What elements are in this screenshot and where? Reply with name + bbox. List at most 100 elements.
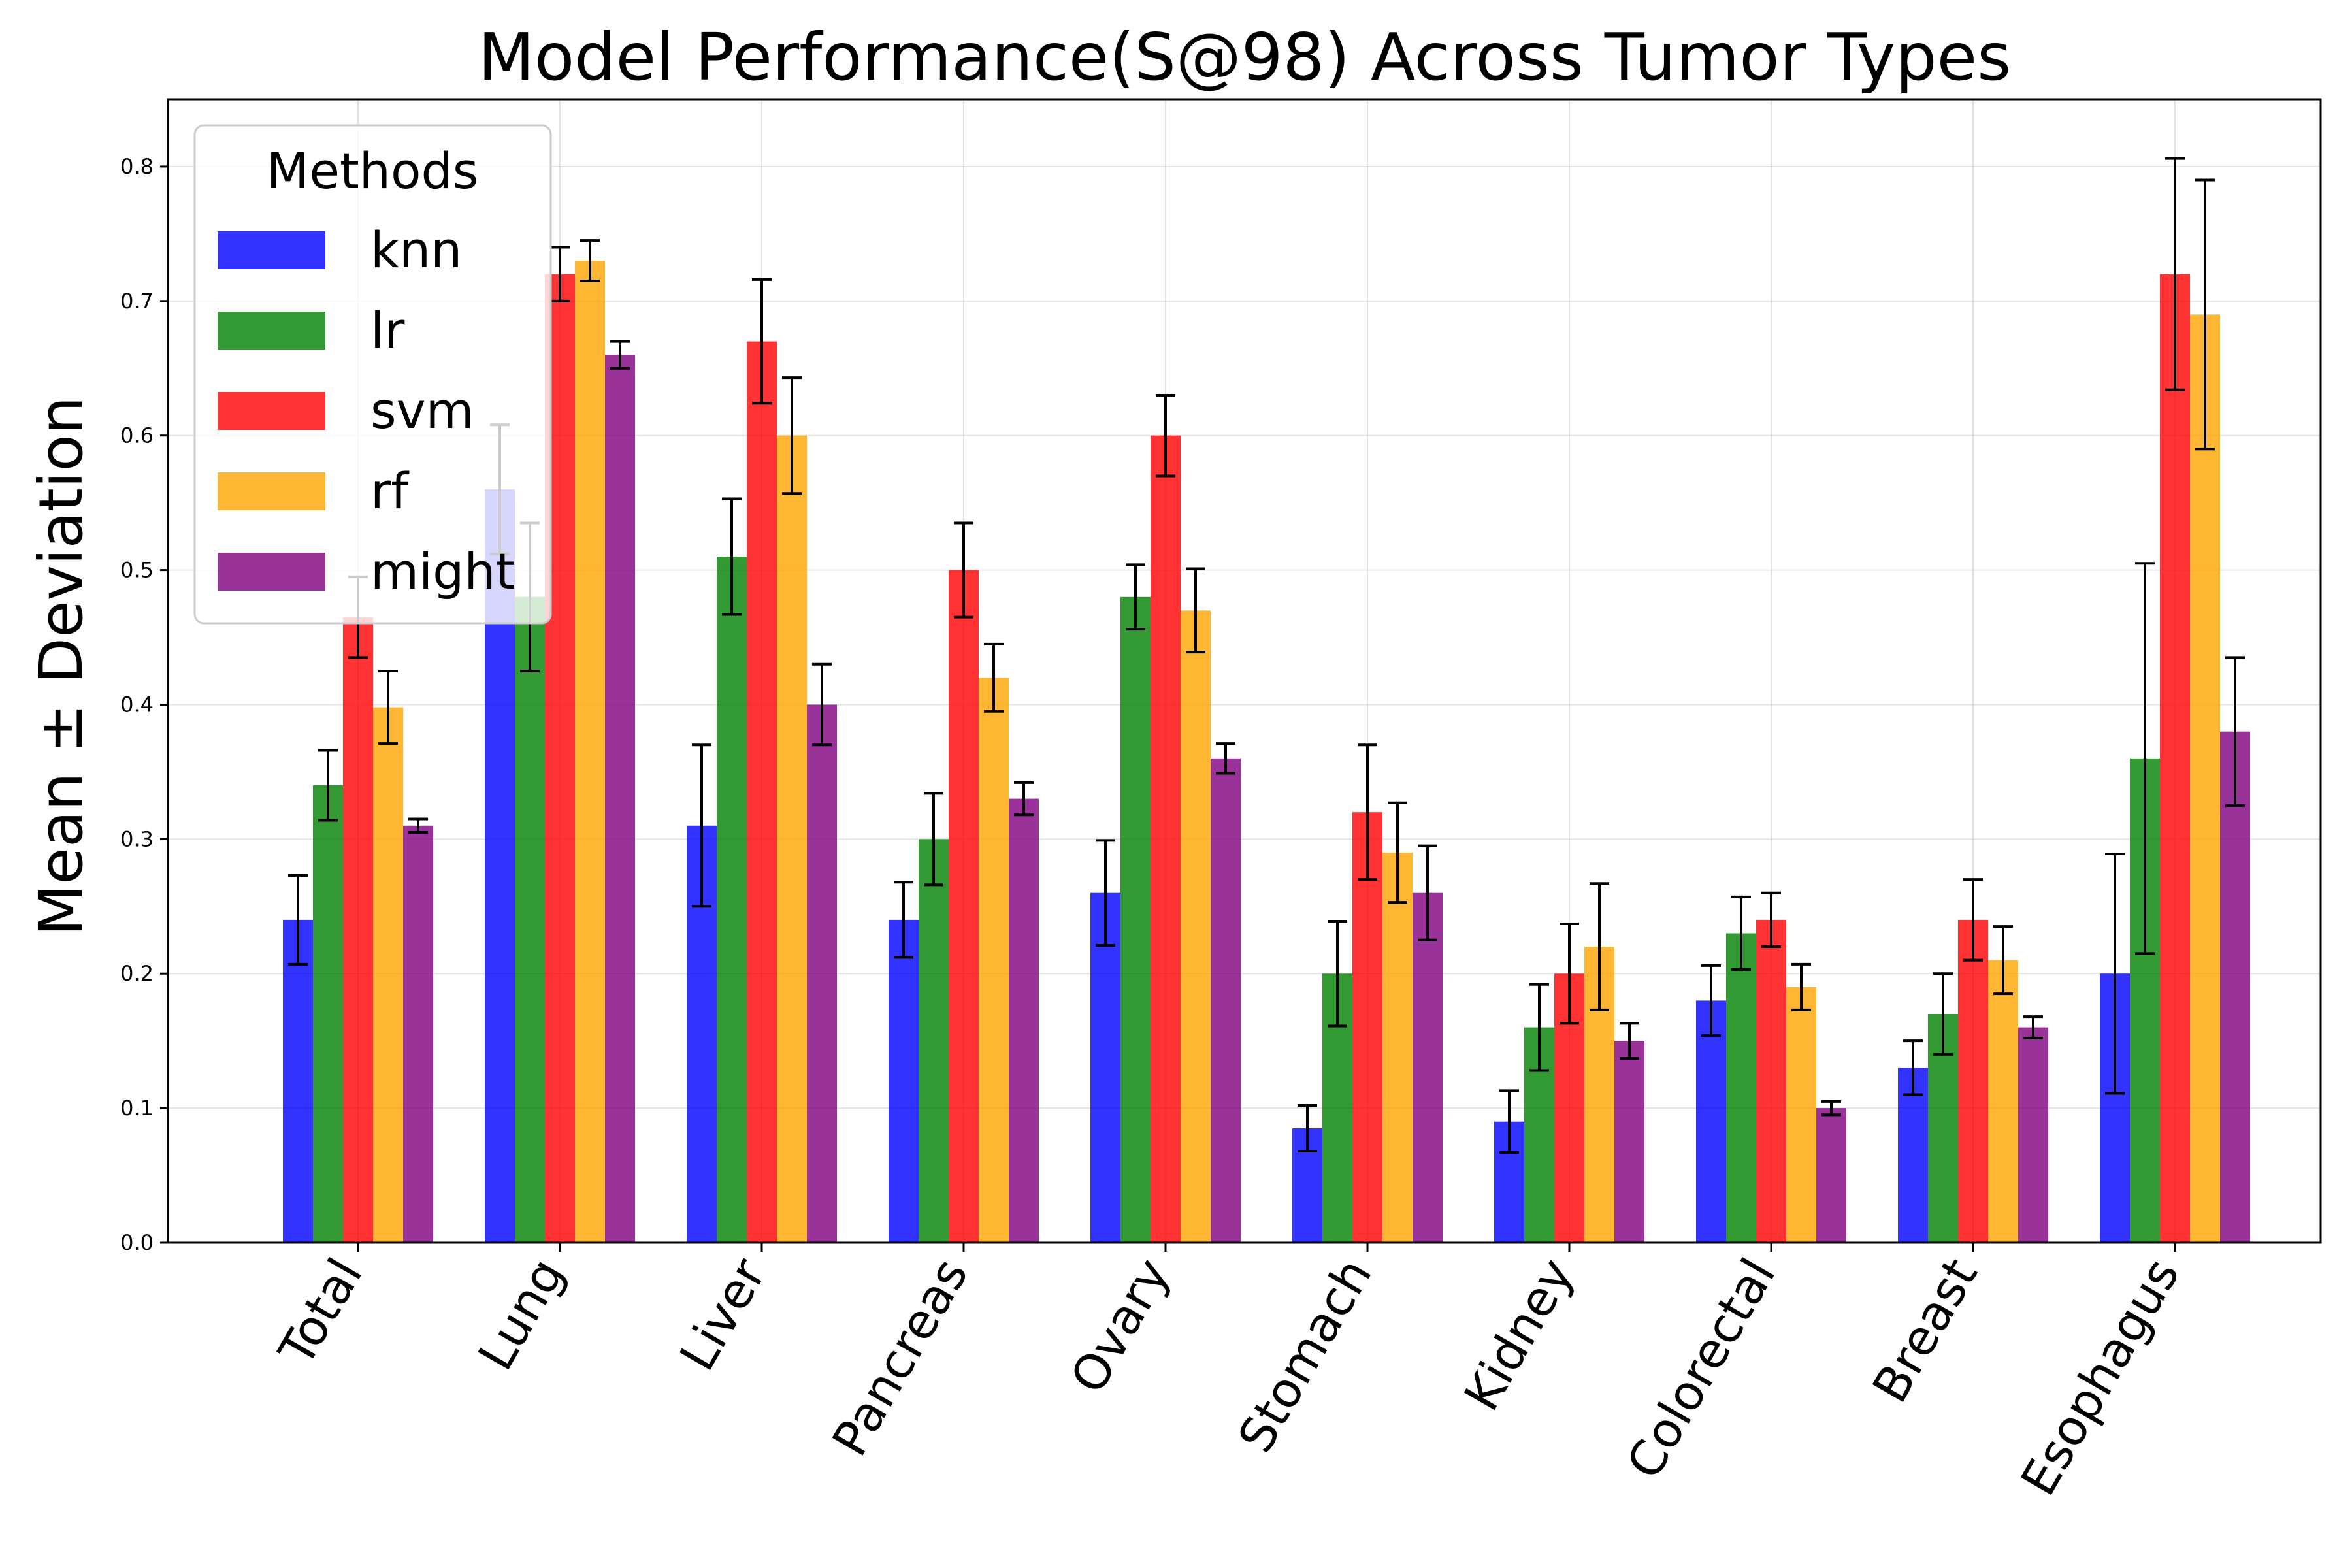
bar-svm-esophagus [2160,274,2190,1243]
legend: Methods knn lr svm rf might [193,124,552,625]
errbar-knn-liver [692,743,711,908]
errbar-rf-ovary [1186,567,1205,654]
legend-items: knn lr svm rf might [218,221,515,600]
bar-might-pancreas [1009,798,1039,1243]
bars [283,261,2250,1243]
bar-knn-ovary [1090,892,1120,1243]
errbar-might-lung [610,340,630,370]
y-axis-label: Mean ± Deviation [26,397,96,936]
bar-lr-pancreas [919,839,949,1243]
errbar-lr-colorectal [1731,895,1751,972]
legend-swatch-might [218,553,325,591]
errbar-svm-esophagus [2165,157,2185,391]
bar-rf-colorectal [1786,987,1816,1243]
errbar-rf-breast [1993,925,2013,996]
bar-rf-total [373,707,403,1243]
y-tick-label: 0.5 [120,558,154,583]
bar-svm-colorectal [1756,919,1786,1243]
chart-title: Model Performance(S@98) Across Tumor Typ… [478,19,2012,95]
x-tick-label: Ovary [1060,1249,1181,1403]
bar-lr-liver [717,557,747,1243]
bar-might-stomach [1413,892,1443,1243]
errbar-lr-total [318,749,338,822]
x-tick-label: Colorectal [1616,1249,1787,1488]
bar-svm-stomach [1352,812,1382,1243]
bar-knn-breast [1898,1068,1928,1243]
bar-rf-stomach [1382,852,1413,1243]
errbar-rf-colorectal [1791,962,1811,1011]
legend-swatch-rf [218,472,325,510]
legend-label-lr: lr [370,301,405,359]
errbar-svm-ovary [1156,393,1175,478]
errbar-rf-kidney [1590,882,1609,1011]
legend-title: Methods [267,142,479,200]
bar-might-liver [807,704,837,1243]
legend-swatch-svm [218,392,325,430]
bar-rf-pancreas [979,678,1009,1243]
bar-svm-ovary [1151,435,1181,1243]
y-tick-label: 0.0 [120,1230,154,1255]
bar-lr-total [313,785,343,1243]
errbar-lr-liver [722,497,742,616]
errbar-knn-breast [1903,1039,1923,1096]
errbar-lr-stomach [1328,919,1347,1028]
errbar-rf-liver [782,376,802,495]
errbar-lr-pancreas [924,792,943,887]
errbar-knn-ovary [1096,839,1115,947]
bar-rf-lung [575,261,605,1243]
errbar-svm-liver [752,278,772,405]
errbar-rf-pancreas [984,642,1004,713]
errbar-svm-colorectal [1761,891,1781,949]
errbar-rf-stomach [1388,801,1407,904]
legend-label-might: might [370,542,515,600]
errbar-svm-pancreas [954,521,973,619]
bar-might-colorectal [1816,1108,1846,1243]
bar-rf-liver [777,435,807,1243]
errbar-might-breast [2023,1015,2043,1040]
x-tick-label: Total [268,1249,373,1376]
errbar-svm-stomach [1358,743,1377,881]
x-tick-label: Liver [669,1249,777,1380]
errbar-svm-lung [550,246,570,302]
bar-lr-lung [515,596,545,1243]
errbar-svm-kidney [1560,923,1579,1025]
y-tick-label: 0.7 [120,289,154,314]
errbar-lr-kidney [1529,983,1549,1072]
bar-lr-ovary [1120,596,1151,1243]
y-tick-label: 0.1 [120,1096,154,1120]
y-tick-label: 0.8 [120,154,154,179]
bar-lr-colorectal [1726,933,1756,1243]
errbar-might-pancreas [1014,781,1034,817]
x-tick-label: Esophagus [2010,1249,2191,1505]
bar-might-total [403,825,433,1243]
x-tick-label: Lung [468,1249,576,1379]
y-tick-label: 0.3 [120,826,154,851]
bar-might-breast [2018,1027,2048,1243]
y-tick-label: 0.6 [120,423,154,448]
plot-area-frame [167,98,2322,1244]
errbar-knn-esophagus [2105,853,2125,1095]
bar-might-esophagus [2220,731,2250,1243]
x-tick-label: Pancreas [822,1249,979,1465]
errbar-might-esophagus [2225,656,2245,807]
y-tick-label: 0.4 [120,692,154,717]
bar-knn-colorectal [1696,1000,1726,1243]
bar-svm-pancreas [949,570,979,1243]
errbar-lr-ovary [1126,563,1145,631]
y-axis-ticks: 0.0 0.1 0.2 0.3 0.4 0.5 0.6 0.7 0.8 [120,154,168,1255]
y-tick-label: 0.2 [120,961,154,986]
x-tick-label: Kidney [1454,1249,1585,1420]
errbar-might-ovary [1216,742,1235,775]
errbar-rf-esophagus [2195,178,2215,451]
errbar-knn-stomach [1298,1104,1317,1152]
x-tick-label: Breast [1862,1249,1988,1412]
x-axis-ticks: Total Lung Liver Pancreas Ovary Stomach Kidney… [268,1243,2191,1505]
errbar-lr-esophagus [2135,562,2155,955]
legend-swatch-knn [218,231,325,269]
errbar-knn-colorectal [1701,964,1721,1037]
legend-label-svm: svm [370,382,474,440]
errbar-knn-pancreas [894,881,913,959]
bar-might-kidney [1614,1041,1644,1243]
bar-svm-liver [747,341,777,1243]
